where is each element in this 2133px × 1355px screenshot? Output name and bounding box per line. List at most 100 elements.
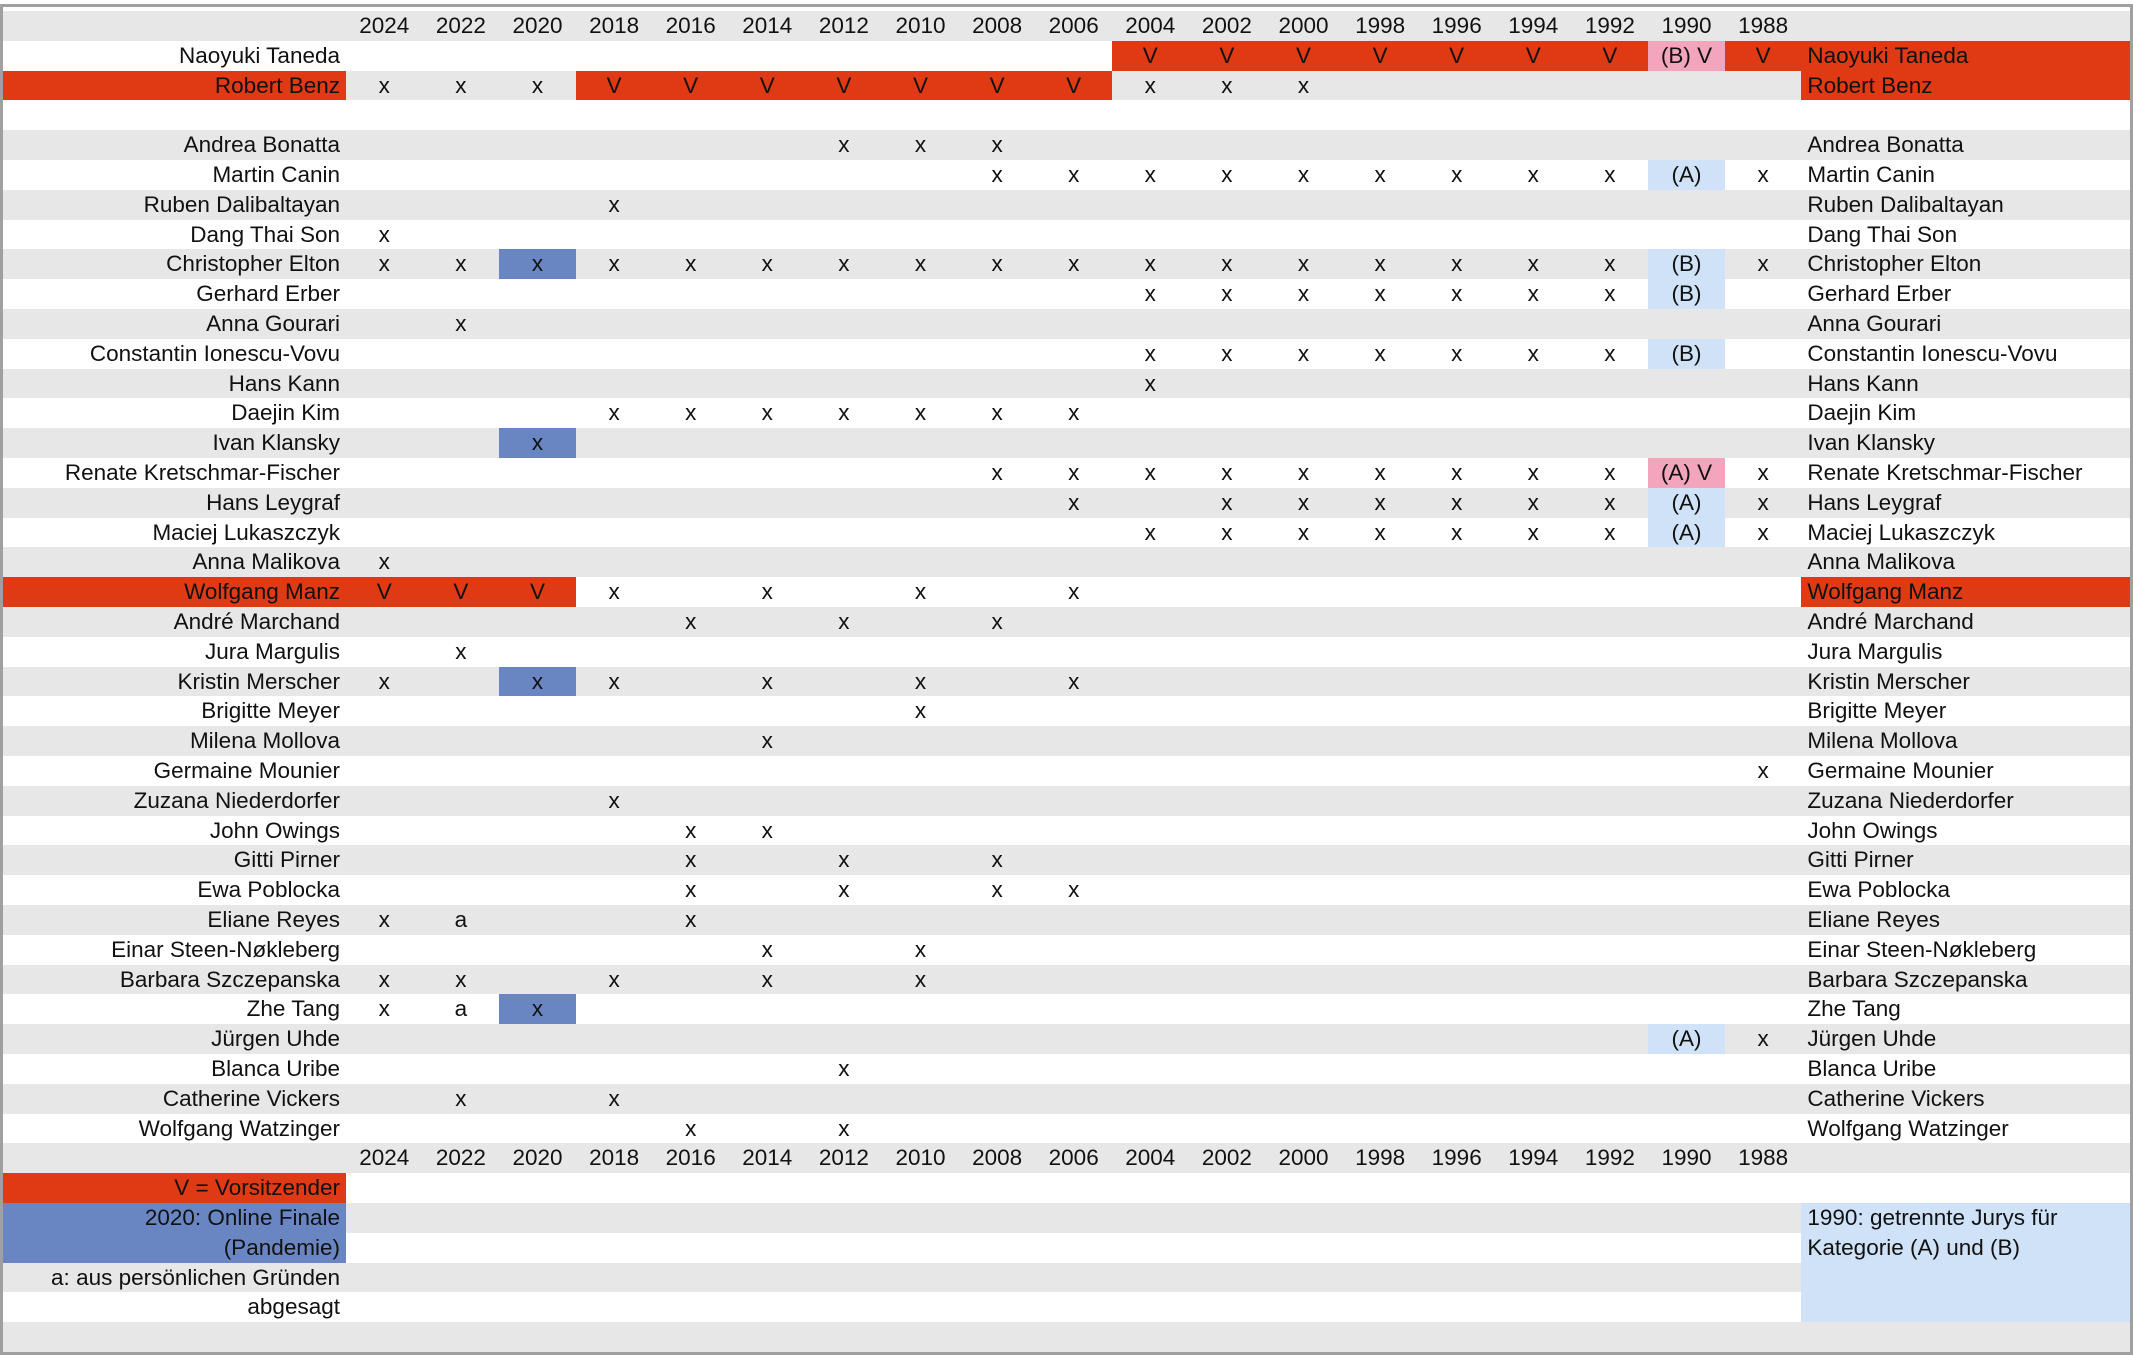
cell bbox=[806, 667, 883, 697]
cell: x bbox=[991, 251, 1003, 277]
cell bbox=[1572, 935, 1649, 965]
cell: x bbox=[991, 877, 1003, 903]
cell bbox=[576, 279, 653, 309]
name-left: Gitti Pirner bbox=[233, 847, 340, 873]
cell bbox=[346, 696, 423, 726]
cell: x bbox=[1374, 251, 1386, 277]
cell bbox=[576, 845, 653, 875]
cell: x bbox=[608, 966, 620, 992]
name-right: Gerhard Erber bbox=[1807, 281, 1952, 307]
name-right: Milena Mollova bbox=[1807, 728, 1958, 754]
cell bbox=[576, 220, 653, 250]
cell bbox=[1418, 875, 1495, 905]
name-left: Kristin Merscher bbox=[177, 668, 340, 694]
cell: x bbox=[455, 311, 467, 336]
name-right: Zuzana Niederdorfer bbox=[1807, 787, 2014, 813]
cell bbox=[1112, 845, 1189, 875]
cell bbox=[499, 339, 576, 369]
cell: x bbox=[1068, 460, 1080, 485]
cell bbox=[729, 1114, 806, 1144]
cell bbox=[499, 965, 576, 995]
cell bbox=[1265, 398, 1342, 428]
cell: x bbox=[761, 966, 773, 992]
name-left: Andrea Bonatta bbox=[183, 132, 340, 158]
cell bbox=[1035, 965, 1112, 995]
name-left: Jürgen Uhde bbox=[211, 1026, 340, 1052]
name-left: Ewa Poblocka bbox=[197, 877, 340, 903]
cell bbox=[499, 488, 576, 518]
cell bbox=[959, 994, 1036, 1024]
name-right: Wolfgang Watzinger bbox=[1807, 1115, 2009, 1141]
cell: (A) bbox=[1648, 160, 1725, 190]
cell bbox=[1342, 220, 1419, 250]
cell bbox=[1418, 71, 1495, 101]
cell bbox=[1342, 577, 1419, 607]
cell bbox=[499, 935, 576, 965]
name-left: Anna Gourari bbox=[206, 311, 340, 336]
cell bbox=[1725, 726, 1802, 756]
cell: V bbox=[805, 70, 883, 101]
cell bbox=[1648, 637, 1725, 667]
cell bbox=[1495, 398, 1572, 428]
cell bbox=[806, 41, 883, 71]
cell bbox=[346, 428, 423, 458]
cell: x bbox=[378, 996, 390, 1022]
cell: x bbox=[761, 251, 773, 277]
name-left: Martin Canin bbox=[212, 162, 340, 187]
row-stripe bbox=[3, 130, 2130, 160]
cell bbox=[346, 786, 423, 816]
cell bbox=[576, 339, 653, 369]
cell bbox=[1725, 220, 1802, 250]
cell: x bbox=[1374, 340, 1386, 366]
cell bbox=[882, 220, 959, 250]
cell bbox=[423, 756, 500, 786]
cell bbox=[499, 696, 576, 726]
name-right: Andrea Bonatta bbox=[1807, 132, 1964, 158]
cell bbox=[423, 41, 500, 71]
cell: x bbox=[1757, 251, 1769, 277]
cell bbox=[346, 160, 423, 190]
cell bbox=[1265, 1024, 1342, 1054]
cell bbox=[1112, 547, 1189, 577]
cell: x bbox=[1144, 340, 1156, 366]
year-header: 2022 bbox=[435, 13, 486, 38]
year-header: 1988 bbox=[1738, 13, 1789, 38]
cell bbox=[1495, 696, 1572, 726]
cell bbox=[423, 220, 500, 250]
cell bbox=[1418, 637, 1495, 667]
cell bbox=[1342, 1114, 1419, 1144]
row-stripe bbox=[3, 1024, 2130, 1054]
year-header: 1998 bbox=[1355, 1145, 1406, 1171]
cell bbox=[499, 756, 576, 786]
cell: x bbox=[1221, 460, 1233, 485]
cell bbox=[346, 41, 423, 71]
cell bbox=[959, 488, 1036, 518]
cell bbox=[1035, 190, 1112, 220]
cell bbox=[1189, 786, 1266, 816]
row-stripe bbox=[3, 1262, 2130, 1293]
cell bbox=[346, 726, 423, 756]
cell bbox=[882, 339, 959, 369]
year-header: 2016 bbox=[665, 1145, 716, 1171]
name-left: Renate Kretschmar-Fischer bbox=[64, 460, 340, 485]
row-stripe bbox=[3, 368, 2130, 399]
cell bbox=[576, 935, 653, 965]
cell bbox=[1495, 637, 1572, 667]
name-right: Wolfgang Manz bbox=[1801, 577, 2130, 607]
cell bbox=[346, 816, 423, 846]
cell bbox=[1572, 816, 1649, 846]
cell bbox=[423, 816, 500, 846]
cell bbox=[1495, 369, 1572, 399]
cell bbox=[1342, 369, 1419, 399]
year-header: 2012 bbox=[818, 13, 869, 38]
cell bbox=[652, 369, 729, 399]
cell bbox=[346, 518, 423, 548]
year-header: 1990 bbox=[1661, 13, 1712, 38]
cell: x bbox=[1144, 251, 1156, 277]
cell: x bbox=[1374, 281, 1386, 307]
cell bbox=[806, 1024, 883, 1054]
cell: x bbox=[991, 460, 1003, 485]
cell bbox=[346, 845, 423, 875]
cell bbox=[1648, 309, 1725, 339]
cell bbox=[499, 458, 576, 488]
